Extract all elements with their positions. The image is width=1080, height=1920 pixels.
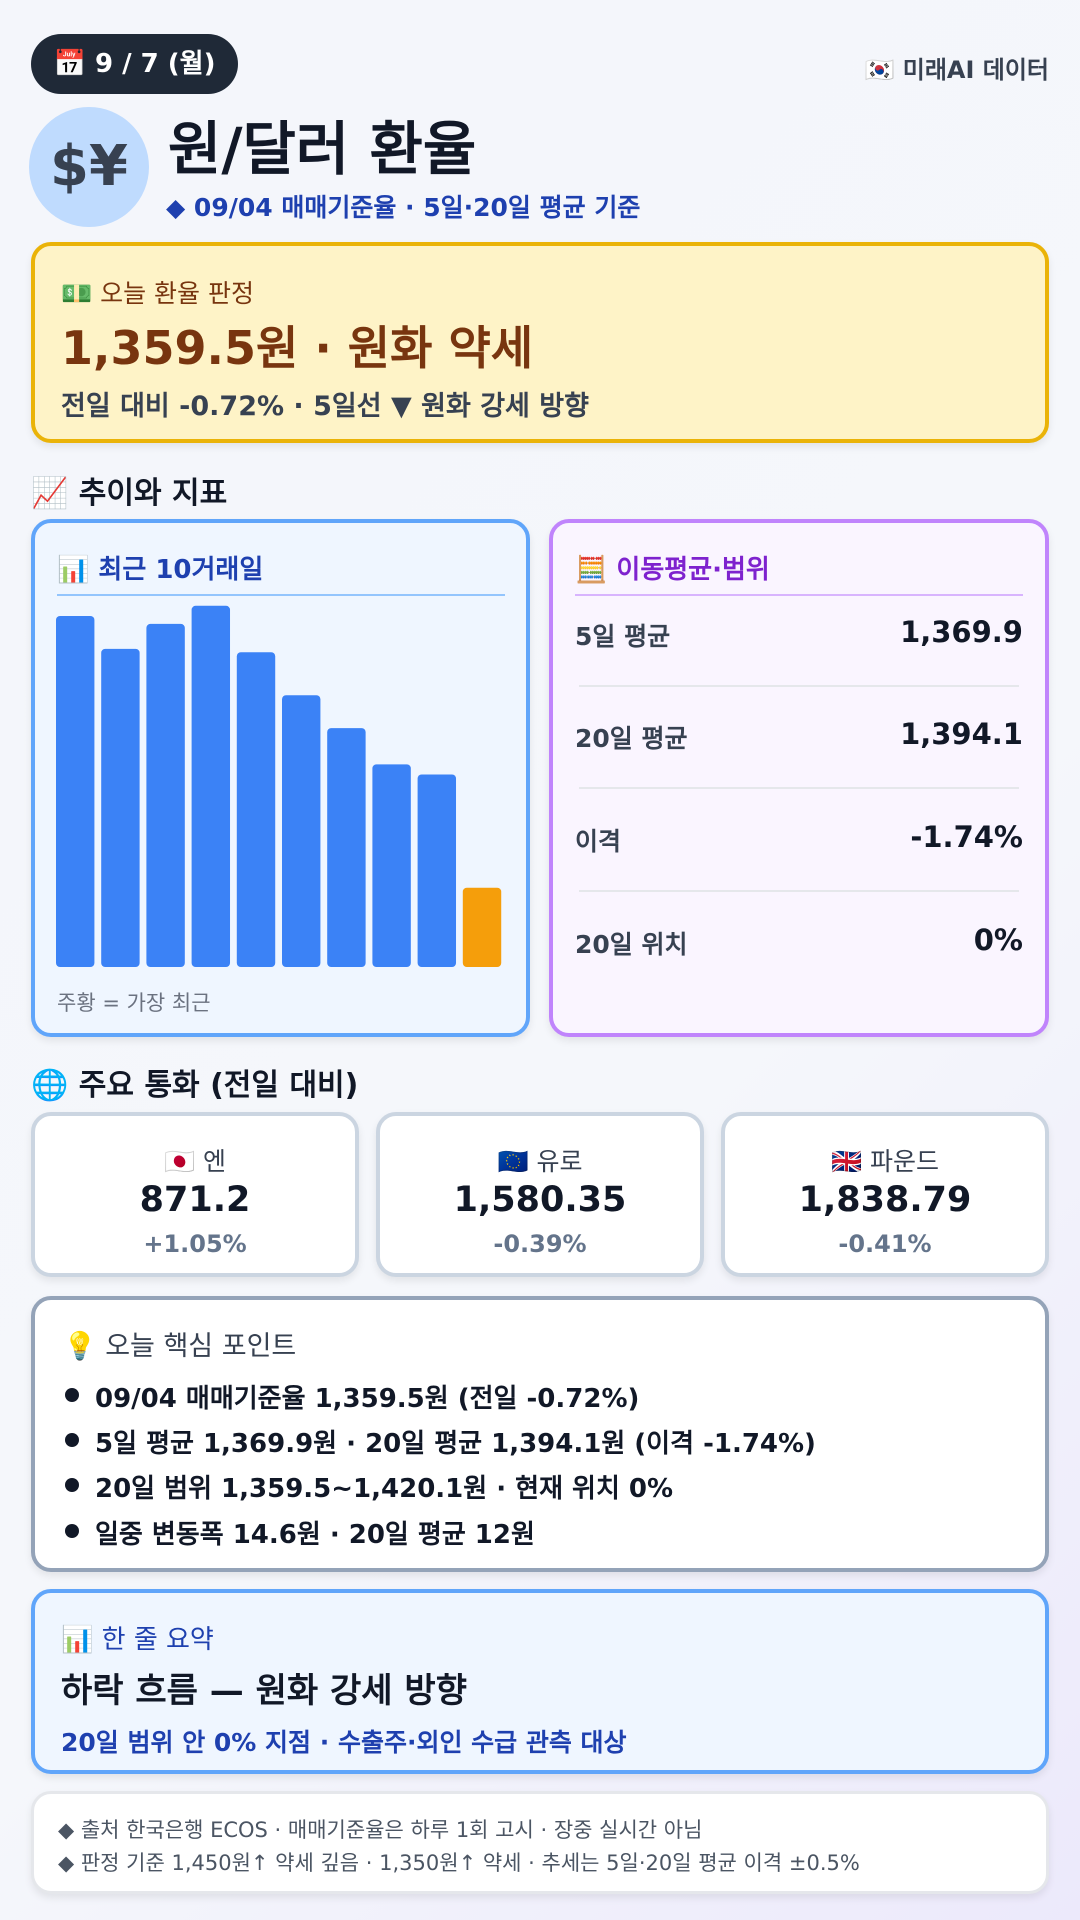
footer-line: ◆ 판정 기준 1,450원↑ 약세 깊음 · 1,350원↑ 약세 · 추세는…: [58, 1851, 860, 1875]
verdict-label: 💵 오늘 환율 판정: [61, 279, 254, 308]
bullet: [65, 1478, 79, 1492]
footer-card: ◆ 출처 한국은행 ECOS · 매매기준율은 하루 1회 고시 · 장중 실시…: [31, 1791, 1049, 1894]
currency-change: +1.05%: [143, 1230, 247, 1258]
row-separator: [579, 787, 1019, 789]
currency-value: 1,838.79: [798, 1180, 972, 1220]
currency-name: 🇪🇺 유로: [497, 1147, 583, 1176]
bar: [372, 764, 411, 967]
key-point: 5일 평균 1,369.9원 · 20일 평균 1,394.1원 (이격 -1.…: [95, 1429, 816, 1459]
verdict-card: 💵 오늘 환율 판정 1,359.5원 · 원화 약세 전일 대비 -0.72%…: [31, 242, 1049, 443]
currency-change: -0.41%: [838, 1230, 932, 1258]
currency-change: -0.39%: [493, 1230, 587, 1258]
key-point: 일중 변동폭 14.6원 · 20일 평균 12원: [95, 1520, 535, 1550]
currency-value: 871.2: [139, 1180, 251, 1220]
row-separator: [579, 685, 1019, 687]
verdict-detail: 전일 대비 -0.72% · 5일선 ▼ 원화 강세 방향: [61, 391, 589, 422]
ma-value: 1,394.1: [900, 717, 1023, 751]
ma-value: 1,369.9: [900, 615, 1023, 649]
currency-card: 🇪🇺 유로 1,580.35 -0.39%: [376, 1112, 704, 1277]
ma-card: 🧮 이동평균·범위 5일 평균 1,369.9 20일 평균 1,394.1 이격 -1.…: [549, 519, 1049, 1037]
bullet: [65, 1388, 79, 1402]
ma-value: 0%: [973, 923, 1023, 957]
row-separator: [579, 890, 1019, 892]
title: 원/달러 환율: [168, 115, 477, 183]
chart-title: 📊 최근 10거래일: [57, 555, 264, 585]
bullet: [65, 1524, 79, 1538]
ma-value: -1.74%: [910, 820, 1023, 854]
section-title: 🌐 주요 통화 (전일 대비): [31, 1068, 359, 1103]
key-points-card: 💡 오늘 핵심 포인트 09/04 매매기준율 1,359.5원 (전일 -0.…: [31, 1296, 1049, 1572]
brand: 🇰🇷 미래AI 데이터: [864, 56, 1050, 84]
date-pill: 📅 9 / 7 (월): [31, 34, 238, 94]
bar-chart: [56, 605, 502, 967]
subtitle: ◆ 09/04 매매기준율 · 5일·20일 평균 기준: [166, 193, 641, 222]
footer-line: ◆ 출처 한국은행 ECOS · 매매기준율은 하루 1회 고시 · 장중 실시…: [58, 1818, 703, 1842]
key-point: 20일 범위 1,359.5~1,420.1원 · 현재 위치 0%: [95, 1474, 674, 1504]
ma-label: 20일 평균: [575, 724, 688, 753]
currency-card: 🇬🇧 파운드 1,838.79 -0.41%: [721, 1112, 1049, 1277]
bar: [146, 623, 185, 967]
bar: [191, 605, 231, 967]
currency-name: 🇬🇧 파운드: [830, 1147, 940, 1176]
summary-detail: 20일 범위 안 0% 지점 · 수출주·외인 수급 관측 대상: [61, 1728, 627, 1757]
summary-card: 📊 한 줄 요약 하락 흐름 — 원화 강세 방향 20일 범위 안 0% 지점…: [31, 1589, 1049, 1774]
key-point: 09/04 매매기준율 1,359.5원 (전일 -0.72%): [95, 1384, 640, 1414]
ma-label: 5일 평균: [575, 622, 671, 651]
bar: [236, 652, 276, 967]
key-points-title: 💡 오늘 핵심 포인트: [63, 1331, 297, 1362]
summary-headline: 하락 흐름 — 원화 강세 방향: [61, 1671, 467, 1711]
currency-value: 1,580.35: [453, 1180, 627, 1220]
chart-note: 주황 = 가장 최근: [57, 991, 211, 1015]
bar: [462, 887, 502, 967]
bar: [282, 695, 321, 967]
summary-label: 📊 한 줄 요약: [61, 1625, 214, 1655]
ma-label: 이격: [575, 827, 622, 856]
bar: [56, 615, 95, 967]
divider: [575, 594, 1023, 596]
bullet: [65, 1433, 79, 1447]
icon: $¥: [29, 107, 149, 227]
currency-card: 🇯🇵 엔 871.2 +1.05%: [31, 1112, 359, 1277]
bar: [417, 774, 457, 967]
bar: [327, 728, 366, 967]
chart-card: 📊 최근 10거래일 주황 = 가장 최근: [31, 519, 530, 1037]
ma-label: 20일 위치: [575, 930, 688, 959]
currency-name: 🇯🇵 엔: [163, 1147, 227, 1176]
section-title: 📈 추이와 지표: [31, 476, 228, 511]
ma-title: 🧮 이동평균·범위: [575, 555, 770, 585]
verdict-headline: 1,359.5원 · 원화 약세: [61, 321, 534, 375]
divider: [57, 594, 505, 596]
bar: [101, 648, 140, 967]
